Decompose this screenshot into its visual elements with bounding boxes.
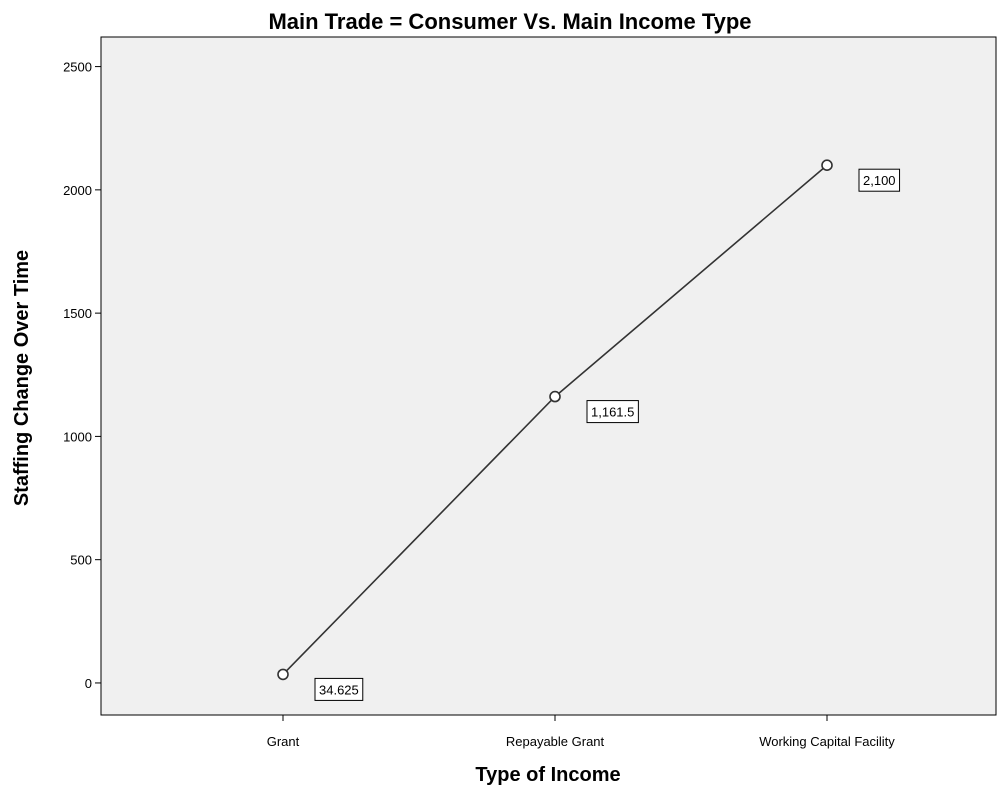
- y-tick-label: 1000: [63, 429, 92, 444]
- x-axis: Grant Repayable Grant Working Capital Faci…: [267, 715, 895, 749]
- data-point-marker: [549, 390, 561, 403]
- plot-area: [100, 36, 997, 716]
- data-label: 1,161.5: [586, 400, 639, 424]
- x-tick-label: Grant: [267, 734, 300, 749]
- y-tick-label: 500: [70, 553, 92, 568]
- data-point-marker: [277, 668, 289, 681]
- data-label-box: [858, 168, 901, 192]
- data-label-text: 1,161.5: [591, 405, 634, 420]
- data-label-text: 2,100: [863, 173, 896, 188]
- data-label: 34.625: [314, 677, 364, 701]
- y-axis-title: Staffing Change Over Time: [11, 250, 33, 506]
- data-label: 2,100: [858, 168, 901, 192]
- y-tick-label: 1500: [63, 306, 92, 321]
- data-label-text: 34.625: [319, 682, 359, 697]
- chart-title: Main Trade = Consumer Vs. Main Income Ty…: [268, 9, 751, 34]
- y-tick-label: 2500: [63, 60, 92, 75]
- y-axis: 0 500 1000 1500 2000 2500: [63, 60, 101, 691]
- data-label-box: [586, 400, 639, 424]
- x-tick-label: Working Capital Facility: [759, 734, 895, 749]
- data-label-box: [314, 677, 364, 701]
- x-tick-label: Repayable Grant: [506, 734, 605, 749]
- y-tick-label: 2000: [63, 183, 92, 198]
- series-line-group: [277, 159, 833, 681]
- x-axis-title: Type of Income: [475, 764, 620, 786]
- data-labels-group: 34.625 1,161.5 2,100: [314, 168, 901, 701]
- data-point-marker: [821, 159, 833, 172]
- y-tick-label: 0: [85, 676, 92, 691]
